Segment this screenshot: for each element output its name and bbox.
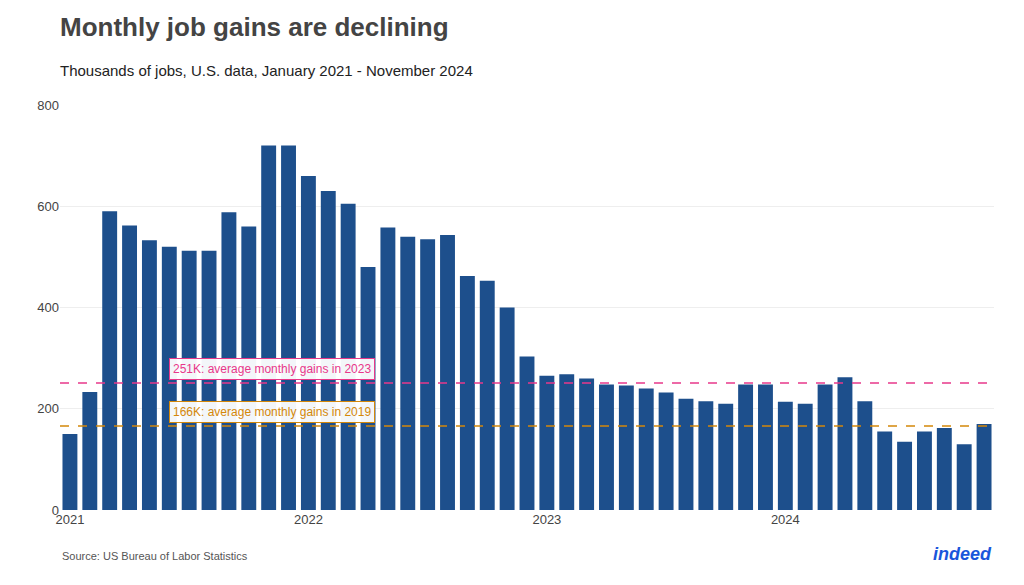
svg-text:Thousands of jobs, U.S. data,: Thousands of jobs, U.S. data, January 20… — [60, 62, 473, 79]
svg-text:200: 200 — [37, 401, 59, 416]
svg-text:400: 400 — [37, 300, 59, 315]
svg-text:indeed: indeed — [933, 544, 992, 564]
svg-text:2021: 2021 — [55, 512, 84, 527]
svg-text:2022: 2022 — [294, 512, 323, 527]
svg-text:166K: average monthly gains in: 166K: average monthly gains in 2019 — [173, 405, 371, 419]
svg-text:800: 800 — [37, 98, 59, 113]
svg-text:Monthly job gains are declinin: Monthly job gains are declining — [60, 12, 449, 42]
svg-text:251K: average monthly gains in: 251K: average monthly gains in 2023 — [173, 362, 371, 376]
svg-text:Source: US Bureau of Labor Sta: Source: US Bureau of Labor Statistics — [62, 550, 248, 562]
svg-text:2023: 2023 — [532, 512, 561, 527]
svg-text:2024: 2024 — [771, 512, 800, 527]
svg-text:600: 600 — [37, 199, 59, 214]
svg-text:0: 0 — [52, 503, 59, 518]
